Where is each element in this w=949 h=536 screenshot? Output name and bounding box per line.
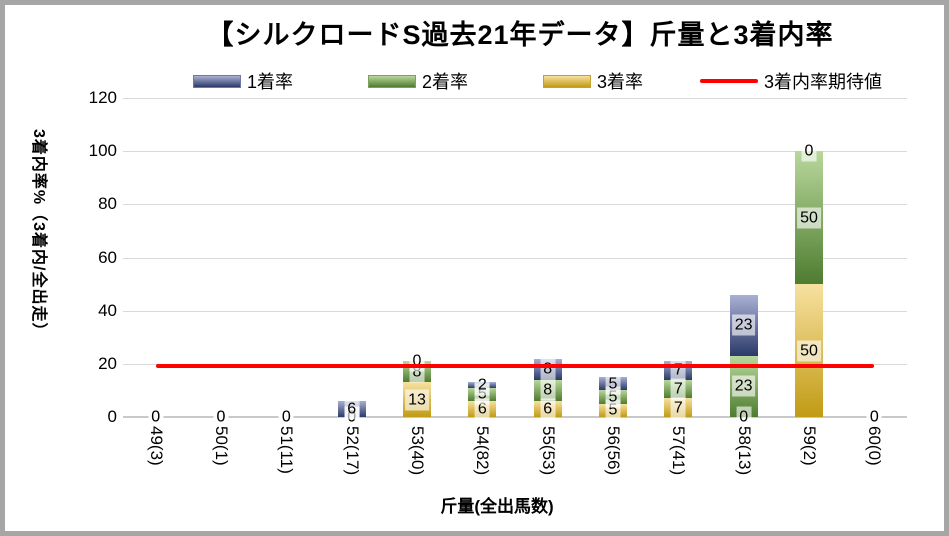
y-tick-label: 100 <box>88 141 117 161</box>
legend-label: 2着率 <box>422 72 469 92</box>
third-rate-swatch-icon <box>543 74 591 88</box>
x-tick-label: 55(53) <box>538 426 558 476</box>
data-label: 5 <box>605 373 621 395</box>
x-tick-label: 50(1) <box>212 426 231 466</box>
chart-title: 【シルクロードS過去21年データ】斤量と3着内率 <box>206 20 834 50</box>
x-tick-label: 60(0) <box>865 426 885 466</box>
x-tick-label: 58(13) <box>734 426 754 476</box>
x-tick-label: 59(2) <box>800 426 819 466</box>
x-tick-label: 56(56) <box>604 426 623 476</box>
data-label: 23 <box>731 375 756 397</box>
legend-label: 3着内率期待値 <box>764 72 883 92</box>
data-label: 50 <box>797 207 821 229</box>
second-rate-swatch-icon <box>368 74 416 88</box>
x-tick-label: 49(3) <box>146 426 166 466</box>
data-label: 13 <box>405 389 429 411</box>
data-label: 7 <box>670 397 686 419</box>
data-label: 0 <box>801 140 817 162</box>
legend-item-win-rate[interactable]: 1着率 <box>193 68 293 94</box>
data-label: 50 <box>797 340 821 362</box>
y-tick-label: 0 <box>107 407 117 426</box>
y-axis-title: 3着内率%（3着内/全出走） <box>30 129 47 340</box>
expected-line-swatch-icon <box>700 79 758 83</box>
y-tick-label: 60 <box>98 247 117 267</box>
expected-value-line <box>155 364 875 369</box>
legend-item-second-rate[interactable]: 2着率 <box>368 68 468 94</box>
gridline <box>123 98 907 99</box>
x-tick-label: 57(41) <box>669 426 689 476</box>
gridline <box>123 310 907 312</box>
data-label: 6 <box>540 398 556 420</box>
y-tick-label: 80 <box>98 194 117 214</box>
win-rate-swatch-icon <box>193 74 241 88</box>
data-label: 7 <box>670 359 686 381</box>
data-label: 8 <box>540 379 556 401</box>
x-tick-label: 53(40) <box>408 426 427 476</box>
x-tick-label: 52(17) <box>342 426 362 476</box>
data-label: 0 <box>148 406 164 428</box>
gridline <box>123 257 907 259</box>
y-tick-label: 120 <box>88 88 117 107</box>
data-label: 7 <box>670 378 686 400</box>
legend-item-third-rate[interactable]: 3着率 <box>543 68 643 94</box>
data-label: 23 <box>731 314 756 336</box>
gridline <box>123 151 907 153</box>
x-axis-title: 斤量(全出馬数) <box>440 497 554 516</box>
data-label: 6 <box>344 398 360 420</box>
y-tick-label: 40 <box>98 300 117 320</box>
x-tick-label: 54(82) <box>473 426 493 476</box>
data-label: 8 <box>540 358 556 380</box>
legend-item-expected[interactable]: 3着内率期待値 <box>700 68 882 94</box>
data-label: 0 <box>278 406 294 428</box>
legend: 1着率 2着率 3着率 3着内率期待値 <box>5 68 944 94</box>
y-tick-label: 20 <box>98 353 117 373</box>
data-label: 0 <box>213 406 229 428</box>
data-label: 2 <box>474 374 490 396</box>
data-label: 0 <box>736 406 752 428</box>
legend-label: 1着率 <box>247 72 294 92</box>
x-tick-label: 51(11) <box>277 426 297 474</box>
gridline <box>123 416 907 418</box>
gridline <box>123 363 907 365</box>
data-label: 0 <box>409 350 425 372</box>
legend-label: 3着率 <box>597 72 644 92</box>
gridline <box>123 204 907 206</box>
data-label: 0 <box>866 406 882 428</box>
